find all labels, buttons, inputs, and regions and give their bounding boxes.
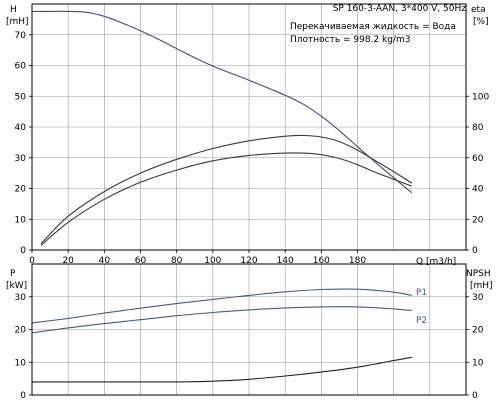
npsh-axis-symbol: NPSH <box>466 269 491 279</box>
bottom-right-tick-label: 30 <box>472 293 484 303</box>
bottom-right-tick-label: 20 <box>472 326 484 336</box>
grid-layer <box>32 4 466 395</box>
series-label-p2: P2 <box>416 316 427 326</box>
top-right-tick-label: 0 <box>472 246 478 256</box>
top-series-1-line <box>40 134 413 245</box>
top-x-tick-label: 120 <box>240 256 257 266</box>
bottom-series-1-line <box>31 306 412 334</box>
top-left-tick-label: 50 <box>15 92 27 102</box>
flow-axis-label: Q [m3/h] <box>416 257 456 267</box>
top-left-tick-label: 60 <box>15 62 27 72</box>
density-annotation: Плотность = 998.2 kg/m3 <box>290 35 411 45</box>
top-x-tick-label: 80 <box>171 256 183 266</box>
efficiency-axis-unit: [%] <box>473 17 489 27</box>
curve-layer <box>31 10 413 383</box>
bottom-right-tick-label: 0 <box>472 391 478 400</box>
series-label-p1: P1 <box>416 288 427 298</box>
top-left-tick-label: 70 <box>15 31 27 41</box>
top-right-tick-label: 100 <box>472 92 489 102</box>
bottom-left-tick-label: 20 <box>15 326 27 336</box>
top-left-tick-label: 0 <box>20 246 26 256</box>
top-x-tick-label: 60 <box>135 256 147 266</box>
top-x-tick-label: 0 <box>29 256 35 266</box>
top-left-tick-label: 40 <box>15 123 27 133</box>
top-left-tick-label: 10 <box>15 215 27 225</box>
top-x-tick-label: 20 <box>62 256 74 266</box>
top-x-tick-label: 40 <box>99 256 111 266</box>
bottom-series-0-line <box>31 288 412 324</box>
top-right-tick-label: 40 <box>472 185 484 195</box>
top-x-tick-label: 100 <box>204 256 221 266</box>
top-series-2-line <box>40 152 412 246</box>
bottom-series-2-line <box>31 356 412 383</box>
bottom-right-tick-label: 10 <box>472 358 484 368</box>
top-left-tick-label: 30 <box>15 154 27 164</box>
npsh-axis-unit: [mH] <box>470 281 493 291</box>
top-series-0-line <box>32 10 413 194</box>
bottom-left-tick-label: 10 <box>15 358 27 368</box>
chart-title: SP 160-3-AAN, 3*400 V, 50Hz <box>333 4 467 14</box>
top-x-tick-label: 160 <box>313 256 330 266</box>
top-right-tick-label: 60 <box>472 154 484 164</box>
power-axis-symbol: P <box>10 269 16 279</box>
head-axis-unit: [mH] <box>6 17 29 27</box>
bottom-left-tick-label: 0 <box>20 391 26 400</box>
top-x-tick-label: 140 <box>277 256 294 266</box>
efficiency-axis-symbol: eta <box>471 5 486 15</box>
top-x-tick-label: 180 <box>349 256 366 266</box>
head-axis-symbol: H <box>10 5 17 15</box>
power-axis-unit: [kW] <box>6 281 27 291</box>
bottom-left-tick-label: 30 <box>15 293 27 303</box>
top-right-tick-label: 20 <box>472 215 484 225</box>
top-left-tick-label: 20 <box>15 185 27 195</box>
top-right-tick-label: 80 <box>472 123 484 133</box>
fluid-annotation: Перекачиваемая жидкость = Вода <box>290 22 456 32</box>
